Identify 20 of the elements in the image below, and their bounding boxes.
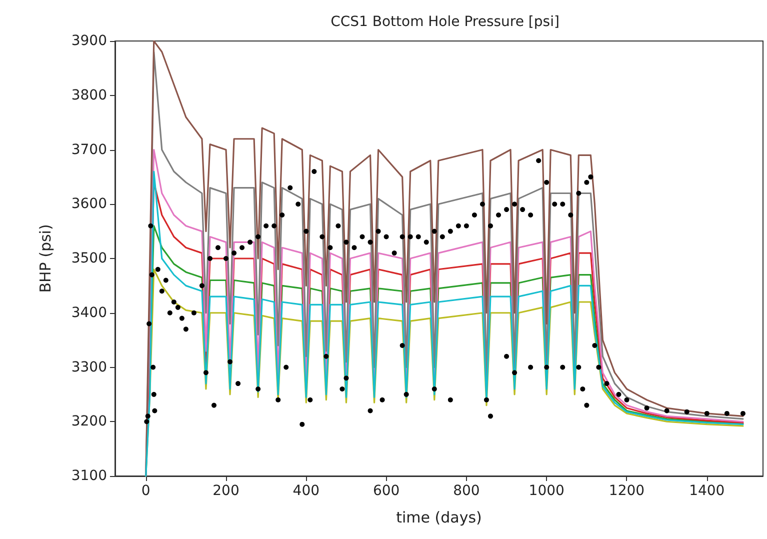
x-tick-label: 0 — [141, 483, 150, 499]
x-tick-label: 1400 — [689, 483, 725, 499]
x-tick-label: 1000 — [528, 483, 564, 499]
y-tick-label: 3700 — [71, 142, 107, 158]
y-tick-label: 3900 — [71, 33, 107, 49]
x-tick-label: 200 — [212, 483, 240, 499]
y-tick-label: 3400 — [71, 304, 107, 321]
y-tick-label: 3500 — [71, 250, 107, 266]
x-tick-label: 400 — [292, 483, 320, 499]
x-tick-label: 1200 — [608, 483, 645, 499]
y-tick-label: 3600 — [71, 196, 107, 212]
y-tick-label: 3200 — [71, 414, 107, 430]
x-tick-label: 800 — [453, 483, 480, 499]
y-tick-label: 3800 — [71, 87, 107, 104]
y-tick-label: 3100 — [71, 468, 107, 484]
chart-title: CCS1 Bottom Hole Pressure [psi] — [330, 14, 560, 30]
y-axis-title: BHP (psi) — [36, 224, 54, 293]
x-tick-label: 600 — [372, 483, 400, 499]
x-axis-title: time (days) — [396, 508, 482, 526]
y-tick-label: 3300 — [71, 359, 107, 376]
